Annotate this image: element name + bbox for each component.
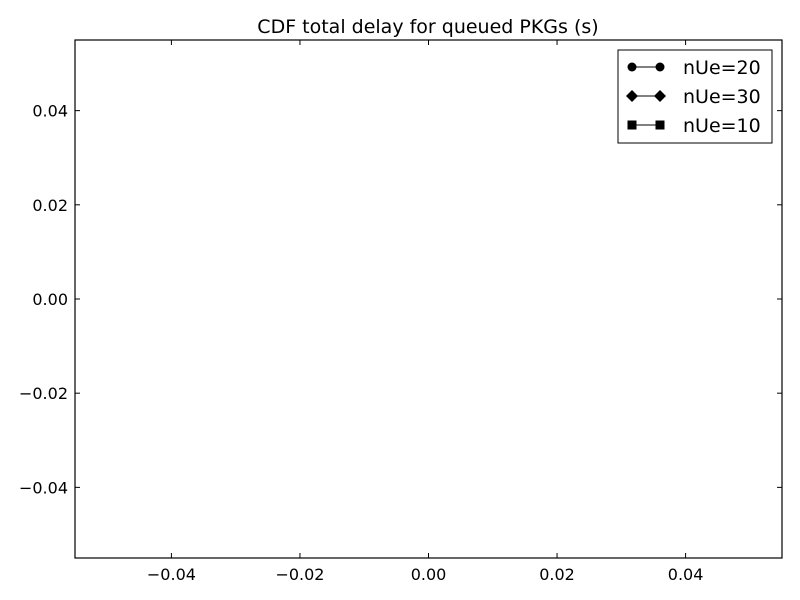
- legend-marker-square: [655, 120, 665, 130]
- x-tick-label: 0.02: [539, 565, 575, 584]
- x-tick-label: 0.00: [411, 565, 447, 584]
- legend-label: nUe=10: [683, 115, 761, 137]
- x-tick-label: 0.04: [668, 565, 704, 584]
- x-tick-label: −0.02: [275, 565, 324, 584]
- y-tick-label: 0.04: [32, 102, 68, 121]
- legend: nUe=20 nUe=30 nUe=10: [617, 49, 773, 144]
- x-tick-label: −0.04: [147, 565, 196, 584]
- y-tick-label: 0.02: [32, 196, 68, 215]
- y-tick-label: 0.00: [32, 290, 68, 309]
- y-tick-label: −0.04: [19, 478, 68, 497]
- legend-marker-diamond: [626, 90, 638, 102]
- x-axis: −0.04 −0.02 0.00 0.02 0.04: [147, 40, 704, 584]
- chart-title: CDF total delay for queued PKGs (s): [257, 16, 598, 38]
- y-tick-label: −0.02: [19, 384, 68, 403]
- legend-box: [617, 49, 773, 144]
- legend-label: nUe=30: [683, 86, 761, 108]
- legend-marker-circle: [627, 62, 637, 72]
- legend-marker-square: [627, 120, 637, 130]
- legend-label: nUe=20: [683, 57, 761, 79]
- legend-marker-circle: [655, 62, 665, 72]
- y-axis: −0.04 −0.02 0.00 0.02 0.04: [19, 102, 782, 497]
- legend-marker-diamond: [654, 90, 666, 102]
